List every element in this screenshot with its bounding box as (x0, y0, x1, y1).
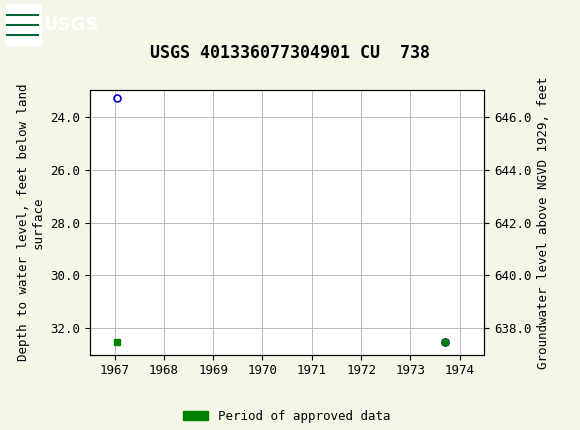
Legend: Period of approved data: Period of approved data (179, 405, 396, 428)
FancyBboxPatch shape (6, 4, 41, 46)
Y-axis label: Groundwater level above NGVD 1929, feet: Groundwater level above NGVD 1929, feet (537, 76, 550, 369)
Text: USGS 401336077304901 CU  738: USGS 401336077304901 CU 738 (150, 44, 430, 62)
Y-axis label: Depth to water level, feet below land
surface: Depth to water level, feet below land su… (17, 84, 45, 361)
Text: USGS: USGS (44, 16, 99, 34)
